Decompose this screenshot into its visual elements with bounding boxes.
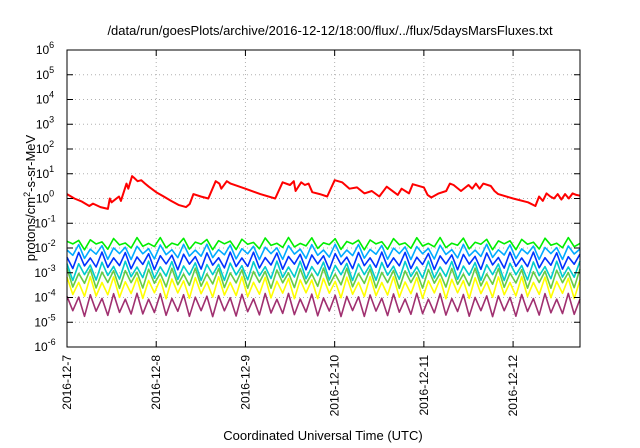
y-tick-label: 10-1 xyxy=(34,213,55,230)
series-line xyxy=(66,292,581,318)
y-tick-label: 105 xyxy=(36,65,54,82)
x-axis-label: Coordinated Universal Time (UTC) xyxy=(223,428,422,443)
series-line xyxy=(66,236,581,251)
series-line xyxy=(66,243,581,261)
y-tick-label: 101 xyxy=(36,164,54,181)
series-layer xyxy=(66,175,581,318)
y-tick-label: 10-6 xyxy=(34,337,55,354)
x-tick-label: 2016-12-8 xyxy=(149,355,163,410)
y-tick-label: 106 xyxy=(36,40,54,57)
series-line xyxy=(66,175,581,210)
ticks: 10-6 10-5 10-4 10-3 10-2 10-1 100 101 102 103 104 1… xyxy=(34,40,580,416)
series-line xyxy=(66,267,581,290)
series-line xyxy=(66,251,581,271)
x-tick-label: 2016-12-12 xyxy=(506,355,520,417)
y-tick-label: 103 xyxy=(36,114,54,131)
x-tick-label: 2016-12-10 xyxy=(328,355,342,417)
x-tick-label: 2016-12-9 xyxy=(238,355,252,410)
y-axis-label: protons/cm2-s-sr-MeV xyxy=(22,134,38,261)
y-tick-label: 10-3 xyxy=(34,263,55,280)
series-line xyxy=(66,260,581,282)
y-tick-label: 10-2 xyxy=(34,238,55,255)
y-tick-label: 104 xyxy=(36,90,54,107)
y-tick-label: 102 xyxy=(36,139,54,156)
y-tick-label: 10-5 xyxy=(34,312,55,329)
x-tick-label: 2016-12-11 xyxy=(417,355,431,416)
series-line xyxy=(66,275,581,300)
y-tick-label: 100 xyxy=(36,189,54,206)
chart-title: /data/run/goesPlots/archive/2016-12-12/1… xyxy=(107,23,553,38)
x-tick-label: 2016-12-7 xyxy=(60,355,74,410)
y-tick-label: 10-4 xyxy=(34,288,55,305)
